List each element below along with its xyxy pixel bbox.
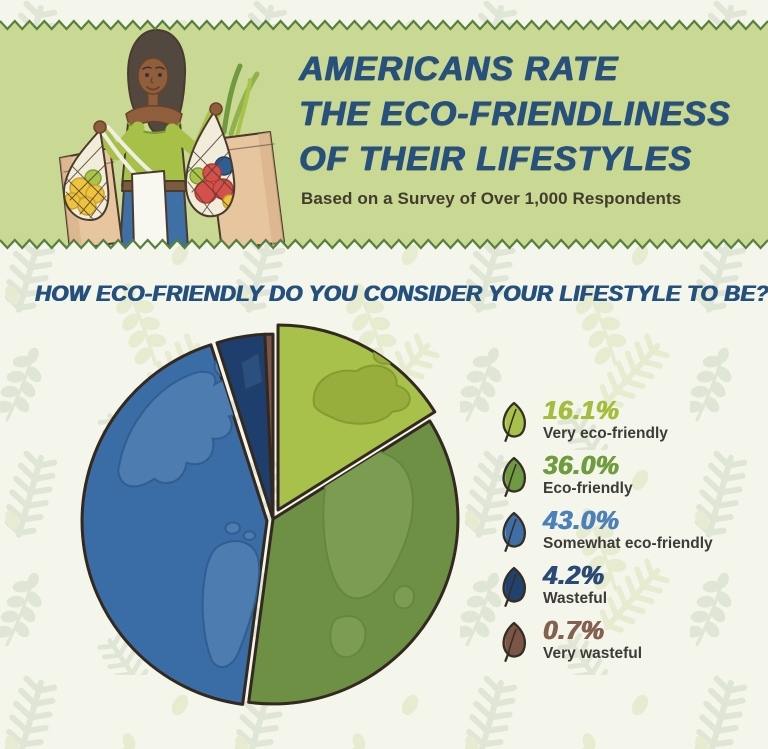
leeks <box>221 63 260 138</box>
continents-overlay <box>322 448 416 659</box>
legend-item: 16.1% Very eco-friendly <box>497 395 747 443</box>
net-bag-apples <box>185 111 236 218</box>
survey-question: HOW ECO-FRIENDLY DO YOU CONSIDER YOUR LI… <box>35 281 768 306</box>
title-line-2: THE ECO-FRIENDLINESS <box>299 95 731 133</box>
leaf-icon <box>502 566 527 607</box>
legend-percent: 36.0% <box>543 450 620 480</box>
legend-label: Somewhat eco-friendly <box>543 535 713 552</box>
continents-overlay <box>117 354 261 669</box>
white-tote-bag <box>99 125 169 248</box>
legend-item: 36.0% Eco-friendly <box>497 450 747 498</box>
page-title: AMERICANS RATE THE ECO-FRIENDLINESS OF T… <box>299 47 759 182</box>
title-block: AMERICANS RATE THE ECO-FRIENDLINESS OF T… <box>299 47 759 209</box>
legend-label: Very wasteful <box>543 645 643 662</box>
legend-text: 43.0% Somewhat eco-friendly <box>543 505 713 553</box>
zigzag-border-bottom <box>0 238 768 250</box>
continents-overlay <box>239 350 265 392</box>
legend-label: Wasteful <box>543 590 608 607</box>
title-line-3: OF THEIR LIFESTYLES <box>299 140 693 178</box>
legend-percent: 16.1% <box>543 395 620 425</box>
header-banner <box>0 19 768 250</box>
subtitle: Based on a Survey of Over 1,000 Responde… <box>301 189 682 208</box>
legend-label: Eco-friendly <box>543 480 633 497</box>
net-bag-lemons <box>62 129 110 221</box>
right-hand <box>209 102 223 116</box>
pie-slice-very-wasteful <box>263 332 275 521</box>
legend-text: 36.0% Eco-friendly <box>543 450 633 498</box>
legend-item: 43.0% Somewhat eco-friendly <box>497 505 747 553</box>
left-hand <box>93 120 107 134</box>
leaf-icon <box>502 511 527 552</box>
legend-percent: 0.7% <box>543 615 605 645</box>
chart-legend: 16.1% Very eco-friendly 36.0% Eco-friend… <box>497 395 747 663</box>
globe-pie-chart <box>80 323 460 706</box>
legend-percent: 4.2% <box>543 560 605 590</box>
title-line-1: AMERICANS RATE <box>299 50 619 88</box>
leaf-icon <box>502 621 527 662</box>
leaf-icon <box>502 401 527 442</box>
legend-text: 16.1% Very eco-friendly <box>543 395 668 443</box>
legend-percent: 43.0% <box>543 505 620 535</box>
legend-label: Very eco-friendly <box>543 425 668 442</box>
legend-item: 0.7% Very wasteful <box>497 615 747 663</box>
legend-text: 4.2% Wasteful <box>543 560 608 608</box>
face <box>136 48 179 97</box>
legend-text: 0.7% Very wasteful <box>543 615 643 663</box>
legend-item: 4.2% Wasteful <box>497 560 747 608</box>
woman-with-grocery-bags-illustration <box>59 29 285 248</box>
leaf-icon <box>502 456 527 497</box>
zigzag-border-top <box>0 19 768 31</box>
